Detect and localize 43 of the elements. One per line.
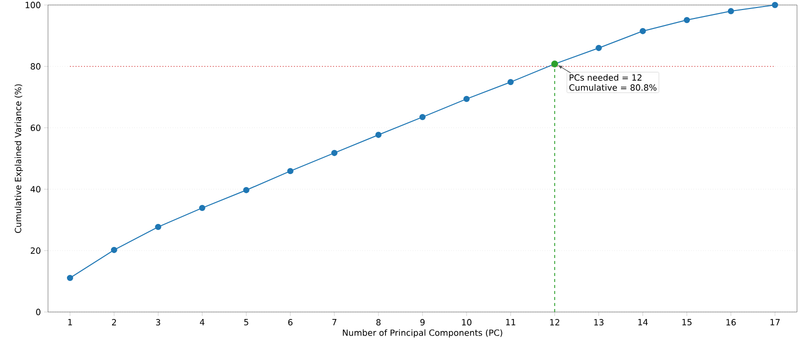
point	[199, 204, 206, 212]
x-tick-label: 14	[638, 319, 648, 326]
x-tick-label: 2	[112, 319, 116, 326]
point	[684, 16, 690, 24]
x-tick-label: 8	[376, 319, 381, 326]
point	[331, 150, 338, 156]
point	[110, 246, 118, 254]
x-tick-label: 17	[770, 319, 780, 326]
point	[155, 224, 162, 230]
x-tick-label: 7	[332, 319, 336, 326]
y-tick-label: 60	[30, 124, 40, 132]
x-tick-label: 5	[244, 319, 248, 326]
annotation: Cumulative = 80.8%	[569, 84, 656, 91]
x-tick-label: 3	[156, 319, 160, 326]
x-tick-label: 1	[68, 319, 72, 326]
y-tick-label: 100	[26, 2, 40, 8]
y-tick-label: 80	[30, 63, 40, 70]
point	[66, 274, 74, 282]
x-tick-label: 15	[682, 319, 692, 326]
y-tick-label: 40	[30, 186, 40, 192]
point	[375, 132, 382, 138]
x-tick-label: 10	[462, 319, 472, 326]
x-tick-label: 13	[594, 319, 604, 326]
point	[596, 44, 602, 52]
y-tick-label: 20	[30, 247, 40, 254]
y-tick-label: 0	[36, 308, 40, 316]
y-axis-title: Cumulative Explained Variance (%)	[14, 84, 23, 233]
point	[287, 168, 294, 174]
x-tick-label: 9	[420, 319, 425, 326]
x-tick-label: 6	[288, 319, 292, 326]
point	[728, 8, 734, 14]
x-axis-title: Number of Principal Components (PC)	[342, 329, 502, 338]
point	[419, 114, 426, 120]
x-tick-label: 4	[200, 319, 204, 326]
x-tick-label: 11	[506, 319, 516, 326]
point	[463, 96, 470, 102]
x-tick-label: 16	[726, 319, 736, 326]
point	[772, 2, 778, 8]
annotation: PCs needed = 12	[570, 74, 642, 81]
point	[243, 187, 250, 194]
point	[508, 78, 514, 86]
point	[640, 28, 646, 34]
x-tick-label: 12	[550, 319, 560, 326]
